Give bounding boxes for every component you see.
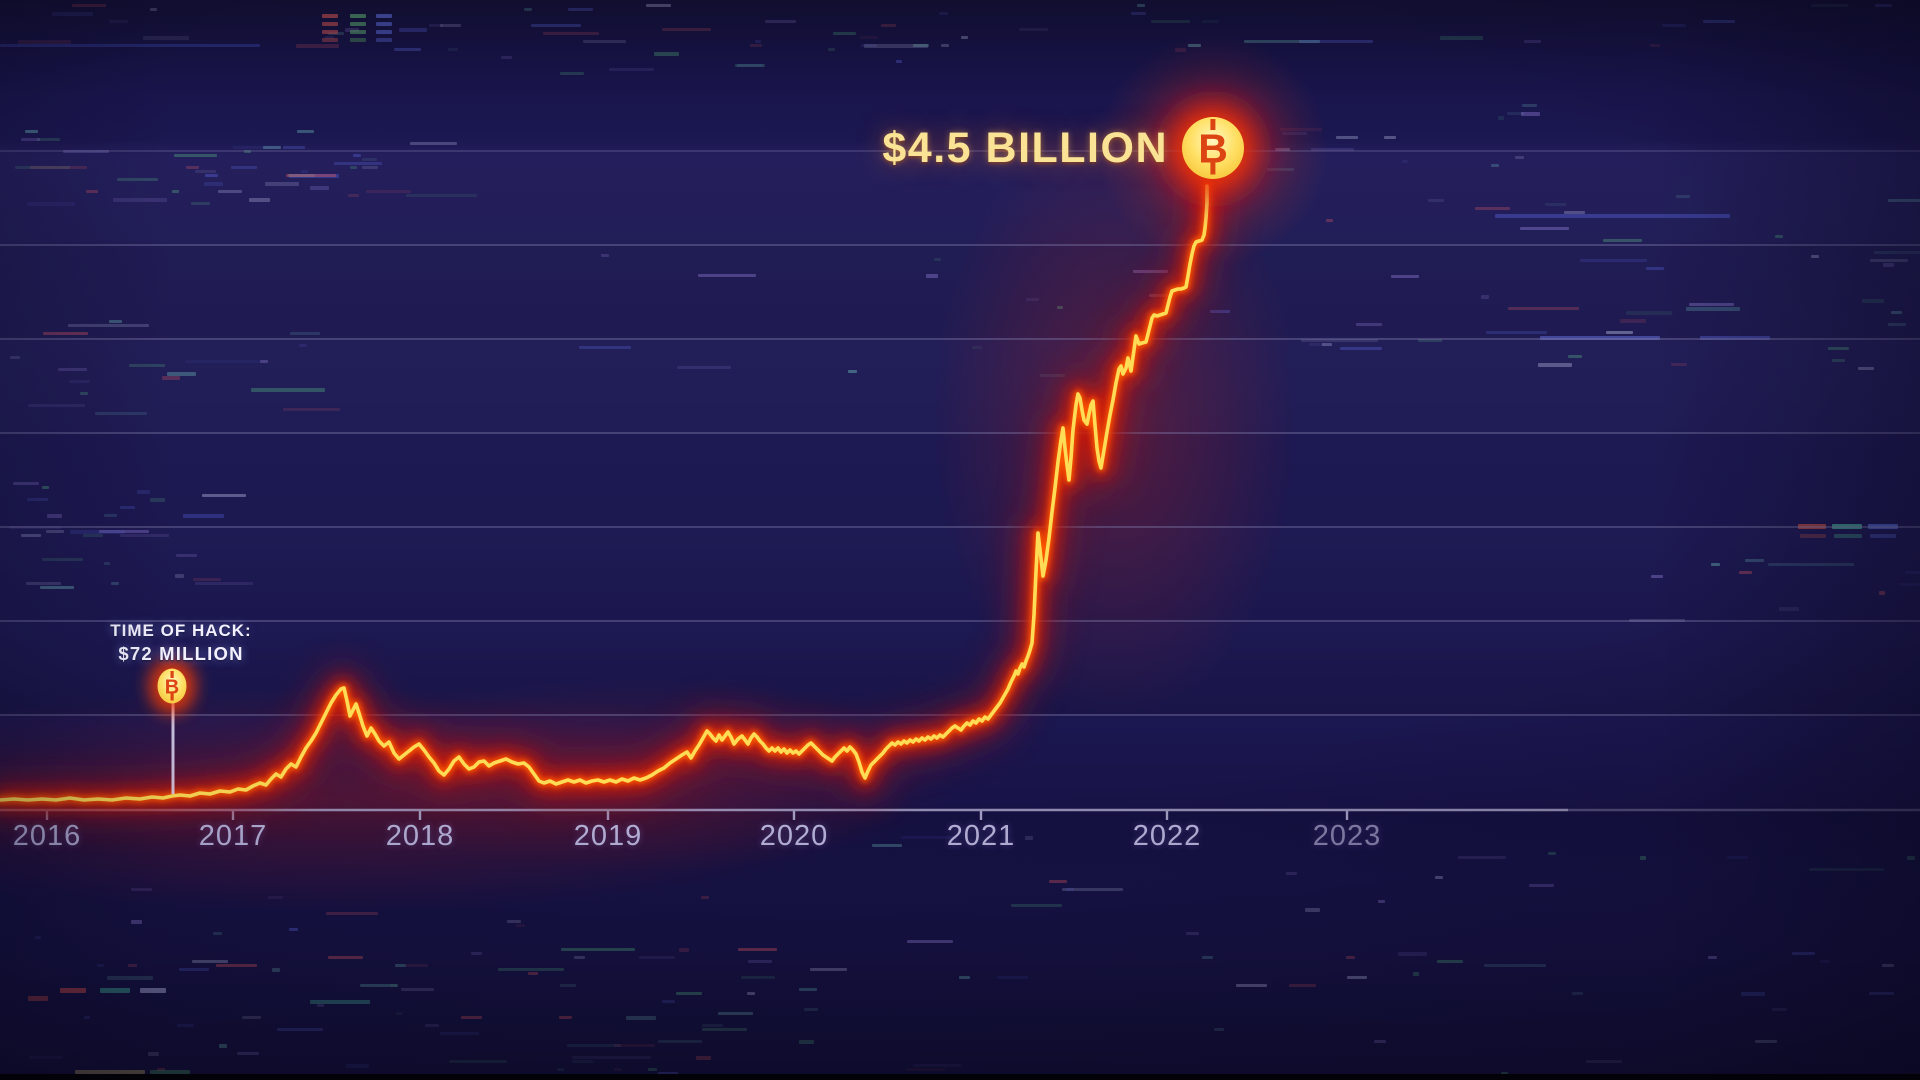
bitcoin-b-bottom-tick [1210,162,1216,175]
x-axis-label-2016: 2016 [12,820,82,852]
x-axis-label-2017: 2017 [198,820,268,852]
x-axis-label-2021: 2021 [946,820,1016,852]
bitcoin-icon: B [1155,91,1271,207]
hack-annotation-line2: $72 MILLION [118,643,244,665]
hack-annotation-line1: TIME OF HACK: [110,621,252,640]
peak-value-label: $4.5 BILLION [882,124,1168,172]
hack-bitcoin-b-bottom-tick [170,693,174,701]
letterbox-bar [0,1074,1920,1080]
bitcoin-b-top-tick [1210,119,1216,130]
x-axis-label-2020: 2020 [759,820,829,852]
x-axis-label-2023: 2023 [1312,820,1382,852]
x-axis-label-2018: 2018 [385,820,455,852]
hack-bitcoin-b-top-tick [170,671,174,678]
hack-annotation: TIME OF HACK: $72 MILLION [110,620,251,666]
x-axis-label-2019: 2019 [573,820,643,852]
x-axis [0,808,1920,820]
x-axis-label-2022: 2022 [1132,820,1202,852]
gridlines [0,150,1920,716]
